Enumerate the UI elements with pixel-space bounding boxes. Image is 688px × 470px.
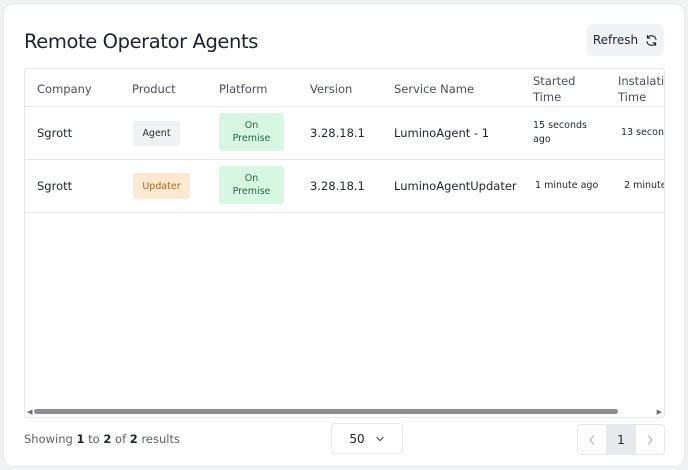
company-cell: Sgrott xyxy=(37,179,73,193)
pagination: 1 xyxy=(577,424,665,455)
results-total: 2 xyxy=(129,432,138,446)
results-summary: Showing 1 to 2 of 2 results xyxy=(24,432,180,446)
column-header-company[interactable]: Company xyxy=(37,82,92,96)
horizontal-scrollbar[interactable]: ◀ ▶ xyxy=(25,407,664,417)
scroll-right-icon[interactable]: ▶ xyxy=(656,408,662,416)
platform-badge: On Premise xyxy=(219,113,284,151)
agents-card: Remote Operator Agents Refresh Company P… xyxy=(4,4,684,466)
page-size-select[interactable]: 50 xyxy=(331,423,403,454)
column-header-product[interactable]: Product xyxy=(132,82,176,96)
column-header-platform[interactable]: Platform xyxy=(219,82,268,96)
installation-time-cell: 2 minutes ago xyxy=(624,180,664,191)
refresh-icon xyxy=(646,34,657,46)
table-row[interactable]: Sgrott Agent On Premise 3.28.18.1 Lumino… xyxy=(25,107,664,160)
scrollbar-thumb[interactable] xyxy=(34,409,618,414)
table-header: Company Product Platform Version Service… xyxy=(25,69,664,107)
results-to: 2 xyxy=(103,432,112,446)
chevron-right-icon xyxy=(647,434,653,445)
product-badge: Agent xyxy=(133,121,180,146)
service-name-cell: LuminoAgent - 1 xyxy=(394,126,490,140)
column-header-started-time[interactable]: Started Time xyxy=(533,74,576,104)
chevron-left-icon xyxy=(589,434,595,445)
installation-time-cell: 13 seconds ago xyxy=(621,127,664,138)
version-cell: 3.28.18.1 xyxy=(310,126,365,140)
platform-badge: On Premise xyxy=(219,166,284,204)
to-word: to xyxy=(88,432,100,446)
current-page-button[interactable]: 1 xyxy=(606,425,636,454)
table-row[interactable]: Sgrott Updater On Premise 3.28.18.1 Lumi… xyxy=(25,160,664,213)
column-header-service-name[interactable]: Service Name xyxy=(394,82,475,96)
chevron-down-icon xyxy=(375,436,384,441)
product-badge: Updater xyxy=(133,173,190,199)
previous-page-button[interactable] xyxy=(578,425,606,454)
results-word: results xyxy=(141,432,180,446)
column-header-version[interactable]: Version xyxy=(310,82,353,96)
next-page-button[interactable] xyxy=(636,425,664,454)
showing-prefix: Showing xyxy=(24,432,73,446)
scroll-left-icon[interactable]: ◀ xyxy=(27,408,33,416)
service-name-cell: LuminoAgentUpdater xyxy=(394,179,517,193)
company-cell: Sgrott xyxy=(37,126,73,140)
refresh-label: Refresh xyxy=(592,33,639,47)
started-time-cell: 15 seconds ago xyxy=(533,120,587,145)
agents-table: Company Product Platform Version Service… xyxy=(24,68,665,418)
page-title: Remote Operator Agents xyxy=(24,30,258,53)
version-cell: 3.28.18.1 xyxy=(310,179,365,193)
results-from: 1 xyxy=(76,432,85,446)
column-header-installation-time[interactable]: Instalation Time xyxy=(618,74,665,104)
started-time-cell: 1 minute ago xyxy=(535,180,599,191)
refresh-button[interactable]: Refresh xyxy=(587,24,664,56)
platform-label: On Premise xyxy=(232,120,271,144)
of-word: of xyxy=(115,432,127,446)
platform-label: On Premise xyxy=(232,173,271,197)
page-size-value: 50 xyxy=(349,431,365,446)
